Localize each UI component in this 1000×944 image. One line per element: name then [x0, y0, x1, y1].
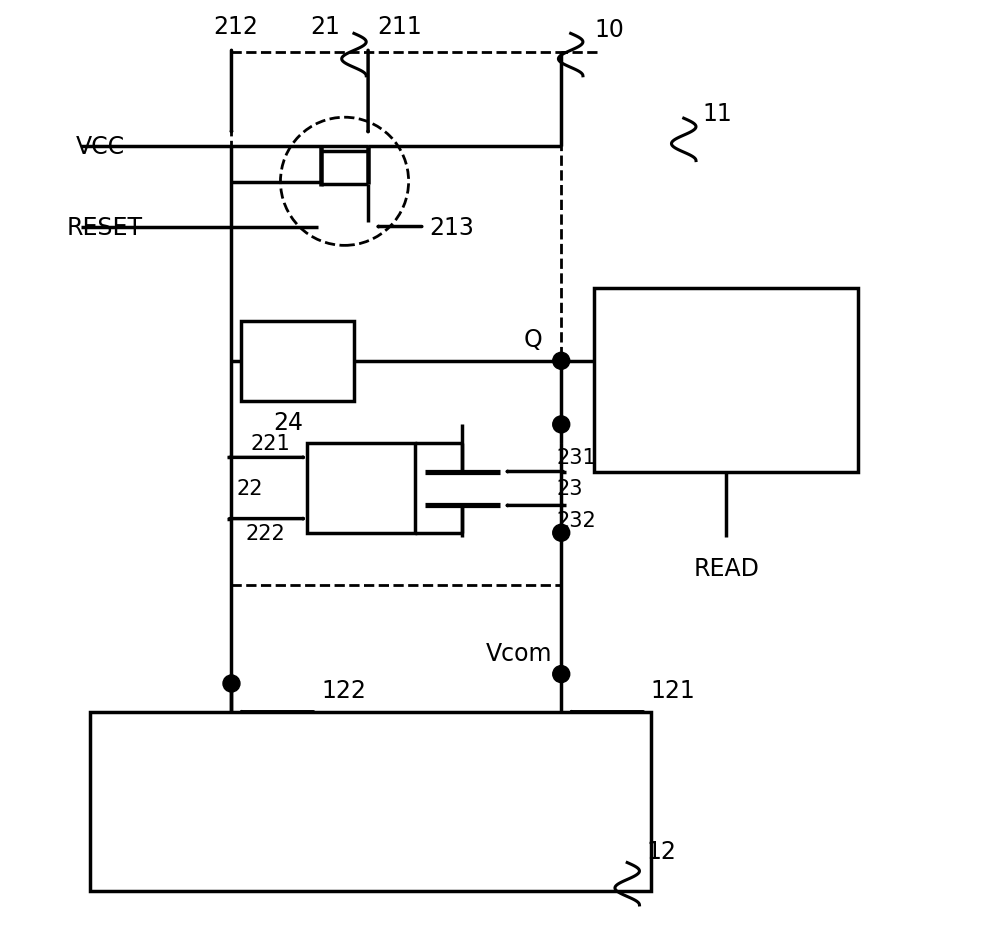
Circle shape — [553, 525, 570, 542]
Text: 23: 23 — [557, 479, 583, 499]
Text: 122: 122 — [321, 679, 366, 702]
Text: 212: 212 — [214, 15, 259, 39]
Text: 11: 11 — [703, 102, 732, 126]
Text: 213: 213 — [429, 215, 474, 239]
Text: 231: 231 — [557, 447, 596, 467]
Bar — [241, 321, 354, 401]
Bar — [90, 712, 651, 891]
Text: 10: 10 — [594, 18, 624, 42]
Circle shape — [553, 353, 570, 370]
Text: 232: 232 — [557, 511, 596, 531]
Text: 222: 222 — [246, 524, 285, 544]
Text: 12: 12 — [646, 838, 676, 863]
Text: 211: 211 — [378, 15, 422, 39]
Text: VCC: VCC — [76, 135, 125, 160]
Text: 22: 22 — [236, 479, 263, 498]
Text: Vcom: Vcom — [485, 641, 552, 665]
Text: RESET: RESET — [67, 215, 143, 239]
Circle shape — [223, 675, 240, 692]
Circle shape — [553, 666, 570, 683]
Text: 24: 24 — [273, 411, 303, 435]
Text: 121: 121 — [651, 679, 696, 702]
Text: Q: Q — [524, 328, 542, 352]
Circle shape — [553, 416, 570, 433]
Bar — [307, 444, 415, 533]
Text: READ: READ — [693, 557, 759, 581]
Text: 221: 221 — [250, 433, 290, 453]
Bar — [594, 289, 858, 472]
Text: 21: 21 — [310, 15, 340, 39]
